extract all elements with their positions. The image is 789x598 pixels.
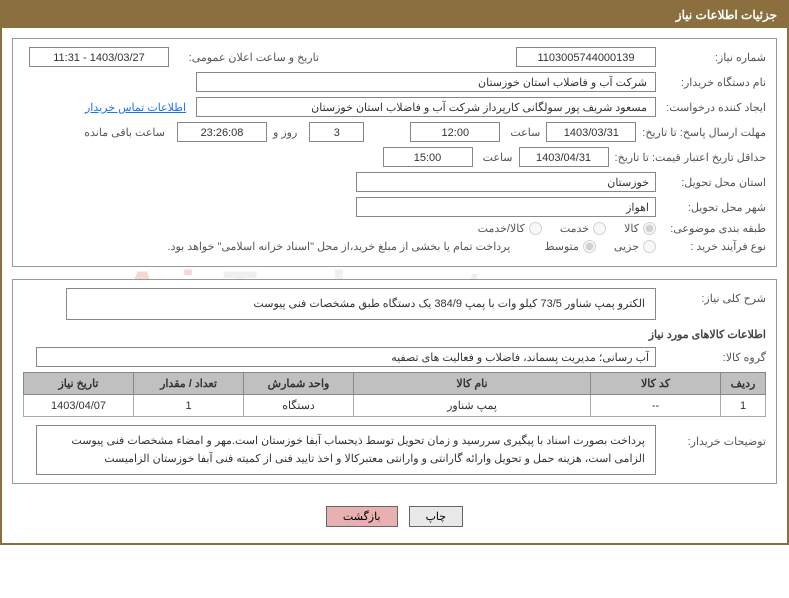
- need-no-value: 1103005744000139: [516, 47, 656, 67]
- buyer-notes-label: توضیحات خریدار:: [656, 425, 766, 448]
- price-valid-time: 15:00: [383, 147, 473, 167]
- time-label-1: ساعت: [500, 126, 540, 139]
- remain-label: ساعت باقی مانده: [84, 126, 165, 139]
- th-code: کد کالا: [591, 373, 721, 395]
- info-panel: شماره نیاز: 1103005744000139 تاریخ و ساع…: [12, 38, 777, 267]
- details-panel: شرح کلی نیاز: الکترو پمپ شناور 73/5 کیلو…: [12, 279, 777, 484]
- days-remaining: 3: [309, 122, 364, 142]
- days-label: روز و: [273, 126, 297, 139]
- cell-qty: 1: [134, 395, 244, 417]
- process-radio-group: جزیی متوسط: [530, 240, 656, 253]
- buyer-org-value: شرکت آب و فاضلاب استان خوزستان: [196, 72, 656, 92]
- announce-value: 1403/03/27 - 11:31: [29, 47, 169, 67]
- cell-code: --: [591, 395, 721, 417]
- category-radio-group: کالا خدمت کالا/خدمت: [464, 222, 656, 235]
- cell-name: پمپ شناور: [354, 395, 591, 417]
- reply-deadline-label: مهلت ارسال پاسخ: تا تاریخ:: [636, 126, 766, 139]
- requester-value: مسعود شریف پور سولگانی کارپرداز شرکت آب …: [196, 97, 656, 117]
- reply-date: 1403/03/31: [546, 122, 636, 142]
- hours-remaining: 23:26:08: [177, 122, 267, 142]
- need-no-label: شماره نیاز:: [656, 51, 766, 64]
- print-button[interactable]: چاپ: [409, 506, 464, 527]
- announce-label: تاریخ و ساعت اعلان عمومی:: [169, 51, 319, 64]
- items-table: ردیف کد کالا نام کالا واحد شمارش تعداد /…: [23, 372, 766, 417]
- buyer-org-label: نام دستگاه خریدار:: [656, 76, 766, 89]
- th-date: تاریخ نیاز: [24, 373, 134, 395]
- th-name: نام کالا: [354, 373, 591, 395]
- need-desc-value: الکترو پمپ شناور 73/5 کیلو وات با پمپ 38…: [66, 288, 656, 320]
- category-opt-goods[interactable]: کالا: [624, 222, 656, 235]
- th-qty: تعداد / مقدار: [134, 373, 244, 395]
- process-label: نوع فرآیند خرید :: [656, 240, 766, 253]
- price-valid-label: حداقل تاریخ اعتبار قیمت: تا تاریخ:: [609, 151, 766, 164]
- contact-buyer-link[interactable]: اطلاعات تماس خریدار: [85, 101, 186, 114]
- items-section-title: اطلاعات کالاهای مورد نیاز: [23, 328, 766, 341]
- province-value: خوزستان: [356, 172, 656, 192]
- price-valid-date: 1403/04/31: [519, 147, 609, 167]
- category-opt-both[interactable]: کالا/خدمت: [478, 222, 542, 235]
- th-row: ردیف: [721, 373, 766, 395]
- process-opt-medium[interactable]: متوسط: [544, 240, 596, 253]
- time-label-2: ساعت: [473, 151, 513, 164]
- group-value: آب رسانی؛ مدیریت پسماند، فاضلاب و فعالیت…: [36, 347, 656, 367]
- back-button[interactable]: بازگشت: [326, 506, 398, 527]
- panel-title: جزئیات اطلاعات نیاز: [2, 2, 787, 28]
- need-desc-label: شرح کلی نیاز:: [656, 288, 766, 305]
- table-row: 1 -- پمپ شناور دستگاه 1 1403/04/07: [24, 395, 766, 417]
- category-opt-service[interactable]: خدمت: [560, 222, 606, 235]
- requester-label: ایجاد کننده درخواست:: [656, 101, 766, 114]
- th-unit: واحد شمارش: [244, 373, 354, 395]
- cell-unit: دستگاه: [244, 395, 354, 417]
- cell-rownum: 1: [721, 395, 766, 417]
- province-label: استان محل تحویل:: [656, 176, 766, 189]
- reply-time: 12:00: [410, 122, 500, 142]
- process-note: پرداخت تمام یا بخشی از مبلغ خرید،از محل …: [168, 240, 511, 253]
- process-opt-minor[interactable]: جزیی: [614, 240, 656, 253]
- cell-date: 1403/04/07: [24, 395, 134, 417]
- buyer-notes-value: پرداخت بصورت اسناد با پیگیری سررسید و زم…: [36, 425, 656, 475]
- city-value: اهواز: [356, 197, 656, 217]
- category-label: طبقه بندی موضوعی:: [656, 222, 766, 235]
- city-label: شهر محل تحویل:: [656, 201, 766, 214]
- group-label: گروه کالا:: [656, 351, 766, 364]
